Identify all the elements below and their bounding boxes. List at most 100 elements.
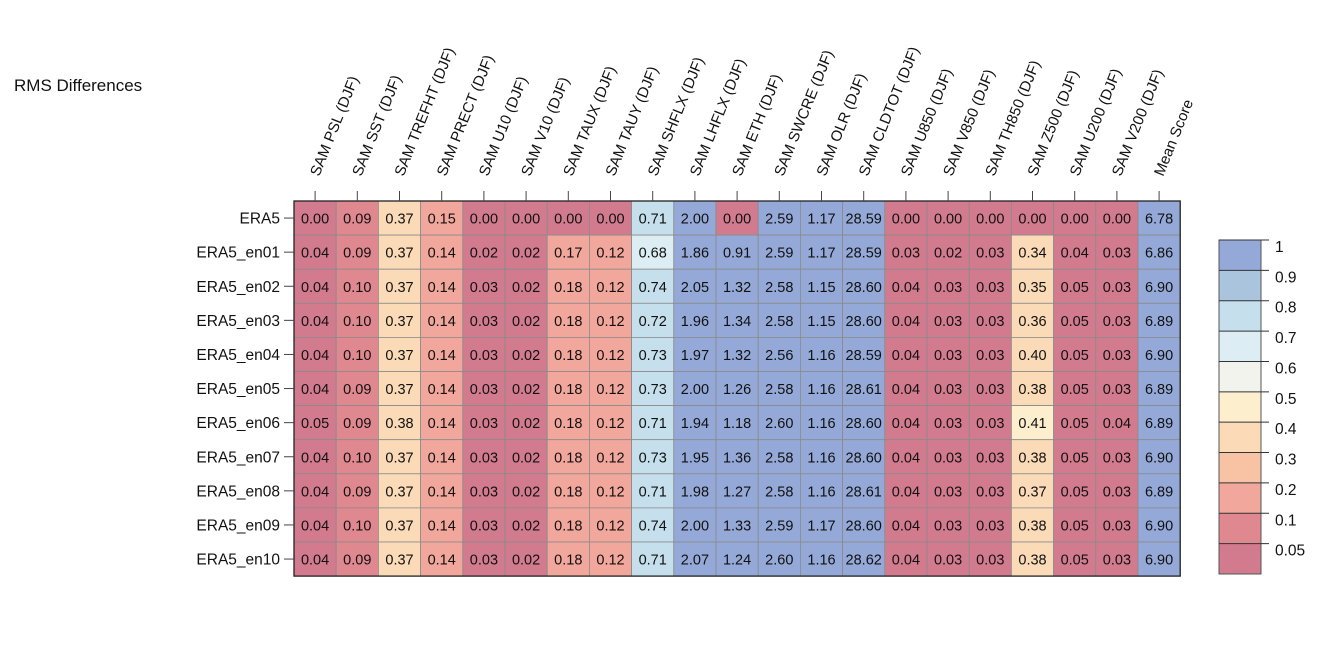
cell-value-label: 0.37 [1018, 484, 1046, 500]
cell-value-label: 0.18 [554, 553, 582, 569]
cell-value-label: 0.00 [554, 212, 582, 228]
cell-value-label: 0.12 [596, 314, 624, 330]
cell-value-label: 0.02 [512, 280, 540, 296]
cell-value-label: 0.38 [1018, 450, 1046, 466]
heatmap-cell [1137, 302, 1181, 338]
heatmap-cell [968, 405, 1012, 441]
colorbar-swatch [1219, 482, 1261, 514]
cell-value-label: 2.56 [765, 348, 793, 364]
cell-value-label: 0.03 [976, 450, 1004, 466]
cell-value-label: 1.17 [807, 212, 835, 228]
heatmap-cell [335, 371, 379, 406]
cell-value-label: 1.16 [807, 382, 835, 398]
heatmap-cell [1011, 507, 1055, 543]
heatmap-cell [1137, 371, 1181, 406]
heatmap-cell [420, 302, 464, 338]
heatmap-cell [673, 507, 717, 543]
heatmap-cell [926, 405, 970, 441]
colorbar-swatch [1219, 331, 1261, 362]
heatmap-cell [589, 234, 633, 270]
colorbar-tick-label: 0.8 [1275, 300, 1297, 317]
cell-value-label: 6.90 [1145, 450, 1173, 466]
heatmap-cell [589, 405, 633, 441]
heatmap-cell [1137, 405, 1181, 441]
cell-value-label: 0.34 [1018, 246, 1046, 262]
cell-value-label: 0.03 [976, 246, 1004, 262]
cell-value-label: 0.12 [596, 518, 624, 534]
cell-value-label: 1.86 [681, 246, 709, 262]
cell-value-label: 28.60 [846, 416, 882, 432]
heatmap-cell [377, 439, 421, 475]
cell-value-label: 2.00 [681, 212, 709, 228]
cell-value-label: 0.12 [596, 280, 624, 296]
cell-value-label: 0.12 [596, 450, 624, 466]
heatmap-cell [884, 336, 928, 372]
heatmap-cell [1053, 507, 1097, 543]
cell-value-label: 0.03 [1103, 382, 1131, 398]
cell-value-label: 0.03 [976, 348, 1004, 364]
cell-value-label: 0.37 [385, 280, 413, 296]
column-label: Mean Score [1151, 97, 1197, 178]
cell-value-label: 0.05 [1061, 348, 1089, 364]
heatmap-cell [420, 507, 464, 543]
heatmap-cell [420, 541, 464, 577]
cell-value-label: 0.03 [470, 314, 498, 330]
cell-value-label: 0.18 [554, 450, 582, 466]
cell-value-label: 0.71 [639, 553, 667, 569]
colorbar-tick-label: 0.2 [1275, 482, 1297, 499]
cell-value-label: 0.04 [301, 314, 329, 330]
cell-value-label: 0.03 [934, 348, 962, 364]
cell-value-label: 0.37 [385, 553, 413, 569]
cell-value-label: 0.37 [385, 382, 413, 398]
cell-value-label: 0.37 [385, 212, 413, 228]
heatmap-cell [1011, 234, 1055, 270]
heatmap-cell [1137, 473, 1181, 509]
cell-value-label: 28.60 [846, 450, 882, 466]
cell-value-label: 0.03 [976, 280, 1004, 296]
cell-value-label: 0.09 [343, 212, 371, 228]
cell-value-label: 2.05 [681, 280, 709, 296]
cell-value-label: 0.09 [343, 382, 371, 398]
colorbar-swatch [1219, 270, 1261, 301]
cell-value-label: 0.71 [639, 484, 667, 500]
heatmap-cell [293, 234, 337, 270]
cell-value-label: 0.02 [512, 246, 540, 262]
cell-value-label: 0.10 [343, 518, 371, 534]
cell-value-label: 0.73 [639, 348, 667, 364]
cell-value-label: 6.78 [1145, 212, 1173, 228]
heatmap-cell [968, 541, 1012, 577]
cell-value-label: 1.17 [807, 518, 835, 534]
cell-value-label: 28.61 [846, 484, 882, 500]
cell-value-label: 0.03 [470, 348, 498, 364]
heatmap-cell [631, 268, 675, 304]
cell-value-label: 0.14 [428, 484, 456, 500]
cell-value-label: 0.00 [470, 212, 498, 228]
cell-value-label: 1.15 [807, 280, 835, 296]
heatmap-cell [631, 473, 675, 509]
heatmap-cell [1095, 336, 1139, 372]
heatmap-cell [757, 200, 801, 236]
cell-value-label: 0.03 [934, 450, 962, 466]
cell-value-label: 0.03 [1103, 280, 1131, 296]
heatmap-cell [715, 302, 759, 338]
cell-value-label: 0.73 [639, 450, 667, 466]
colorbar-swatch [1219, 452, 1261, 483]
cell-value-label: 0.18 [554, 484, 582, 500]
cell-value-label: 1.95 [681, 450, 709, 466]
cell-value-label: 0.03 [470, 382, 498, 398]
colorbar-tick-label: 0.05 [1275, 543, 1305, 560]
cell-value-label: 0.38 [1018, 553, 1046, 569]
heatmap-cell [589, 541, 633, 577]
heatmap-cell [589, 473, 633, 509]
cell-value-label: 1.16 [807, 450, 835, 466]
cell-value-label: 0.18 [554, 348, 582, 364]
heatmap-cell [589, 371, 633, 406]
column-labels: SAM PSL (DJF)SAM SST (DJF)SAM TREFHT (DJ… [307, 44, 1197, 201]
cell-value-label: 0.18 [554, 518, 582, 534]
cell-value-label: 1.16 [807, 553, 835, 569]
heatmap-cell [800, 371, 844, 406]
cell-value-label: 6.86 [1145, 246, 1173, 262]
cell-value-label: 0.12 [596, 246, 624, 262]
heatmap-cell [1011, 200, 1055, 236]
